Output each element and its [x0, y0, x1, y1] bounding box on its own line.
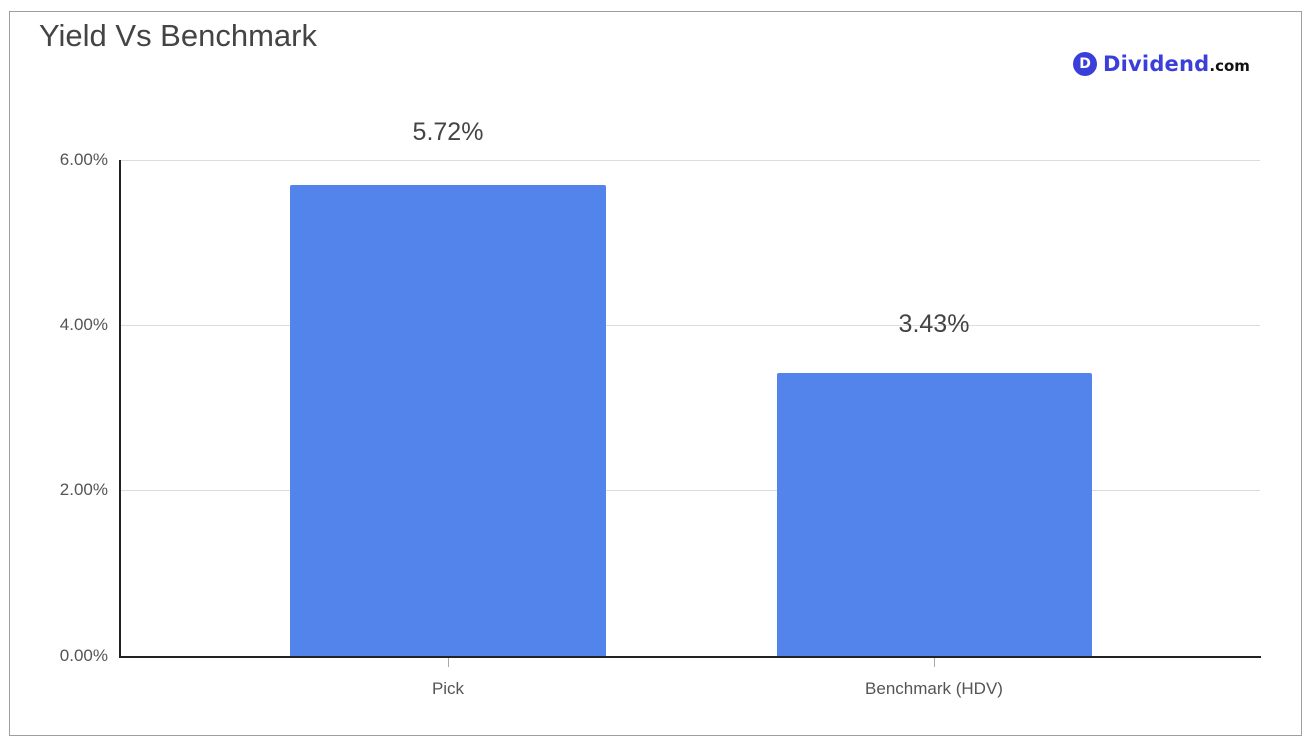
value-label-pick: 5.72%: [412, 118, 484, 146]
logo-tld: .com: [1209, 57, 1250, 75]
y-axis: [119, 160, 121, 657]
x-label-benchmark: Benchmark (HDV): [865, 679, 1003, 698]
dividend-logo: D Dividend .com: [1073, 52, 1250, 76]
y-tick-label: 4.00%: [59, 315, 108, 334]
gridline-4: [120, 325, 1260, 326]
chart-frame: [9, 11, 1302, 736]
y-tick-label: 6.00%: [59, 150, 108, 169]
x-tick: [448, 658, 449, 667]
chart-title: Yield Vs Benchmark: [39, 18, 317, 53]
bar-pick: [290, 185, 606, 656]
value-label-benchmark: 3.43%: [898, 310, 970, 338]
x-axis: [119, 656, 1261, 658]
bar-benchmark: [777, 373, 1092, 656]
x-tick: [934, 658, 935, 667]
y-tick-label: 0.00%: [59, 646, 108, 665]
y-tick-label: 2.00%: [59, 480, 108, 499]
x-label-pick: Pick: [431, 679, 465, 698]
dividend-d-icon: D: [1073, 52, 1097, 76]
gridline-6: [120, 160, 1260, 161]
logo-wordmark: Dividend: [1103, 52, 1210, 76]
gridline-2: [120, 490, 1260, 491]
